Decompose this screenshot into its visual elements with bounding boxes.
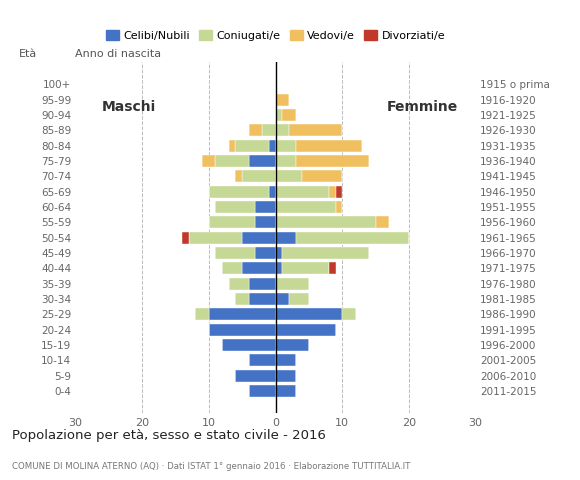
Bar: [235, 140, 269, 152]
Bar: [216, 247, 255, 259]
Bar: [209, 216, 255, 228]
Bar: [182, 232, 189, 243]
Text: Età: Età: [19, 49, 38, 59]
Bar: [329, 186, 335, 198]
Bar: [295, 155, 369, 167]
Bar: [229, 277, 249, 289]
Bar: [269, 140, 276, 152]
Bar: [242, 232, 276, 243]
Text: COMUNE DI MOLINA ATERNO (AQ) · Dati ISTAT 1° gennaio 2016 · Elaborazione TUTTITA: COMUNE DI MOLINA ATERNO (AQ) · Dati ISTA…: [12, 462, 410, 471]
Bar: [209, 308, 276, 320]
Bar: [189, 232, 242, 243]
Bar: [202, 155, 216, 167]
Bar: [235, 293, 249, 305]
Bar: [276, 109, 282, 121]
Bar: [276, 293, 289, 305]
Bar: [295, 140, 362, 152]
Bar: [249, 293, 276, 305]
Bar: [235, 170, 242, 182]
Bar: [235, 370, 276, 382]
Bar: [329, 262, 335, 274]
Bar: [209, 324, 276, 336]
Text: Popolazione per età, sesso e stato civile - 2016: Popolazione per età, sesso e stato civil…: [12, 429, 325, 442]
Bar: [289, 293, 309, 305]
Text: Femmine: Femmine: [387, 100, 458, 114]
Bar: [276, 277, 309, 289]
Bar: [276, 370, 295, 382]
Bar: [242, 262, 276, 274]
Bar: [249, 277, 276, 289]
Bar: [276, 170, 302, 182]
Bar: [282, 109, 295, 121]
Bar: [335, 201, 342, 213]
Bar: [276, 232, 295, 243]
Bar: [276, 94, 289, 106]
Bar: [335, 186, 342, 198]
Bar: [222, 262, 242, 274]
Text: Maschi: Maschi: [102, 100, 156, 114]
Bar: [222, 339, 276, 351]
Bar: [209, 186, 269, 198]
Bar: [276, 308, 342, 320]
Bar: [276, 324, 335, 336]
Bar: [276, 385, 295, 397]
Bar: [249, 385, 276, 397]
Bar: [276, 124, 289, 136]
Bar: [276, 140, 295, 152]
Bar: [249, 354, 276, 366]
Bar: [255, 216, 276, 228]
Text: Anno di nascita: Anno di nascita: [75, 49, 161, 59]
Bar: [276, 155, 295, 167]
Bar: [276, 201, 335, 213]
Bar: [262, 124, 276, 136]
Bar: [276, 186, 329, 198]
Bar: [289, 124, 342, 136]
Bar: [216, 155, 249, 167]
Bar: [276, 339, 309, 351]
Bar: [302, 170, 342, 182]
Legend: Celibi/Nubili, Coniugati/e, Vedovi/e, Divorziati/e: Celibi/Nubili, Coniugati/e, Vedovi/e, Di…: [101, 26, 450, 46]
Bar: [229, 140, 235, 152]
Bar: [276, 247, 282, 259]
Bar: [276, 354, 295, 366]
Bar: [269, 186, 276, 198]
Bar: [216, 201, 255, 213]
Bar: [295, 232, 409, 243]
Bar: [342, 308, 356, 320]
Bar: [255, 247, 276, 259]
Bar: [249, 124, 262, 136]
Bar: [242, 170, 276, 182]
Bar: [276, 262, 282, 274]
Bar: [195, 308, 209, 320]
Bar: [376, 216, 389, 228]
Bar: [282, 247, 369, 259]
Bar: [255, 201, 276, 213]
Bar: [282, 262, 329, 274]
Bar: [249, 155, 276, 167]
Bar: [276, 216, 376, 228]
